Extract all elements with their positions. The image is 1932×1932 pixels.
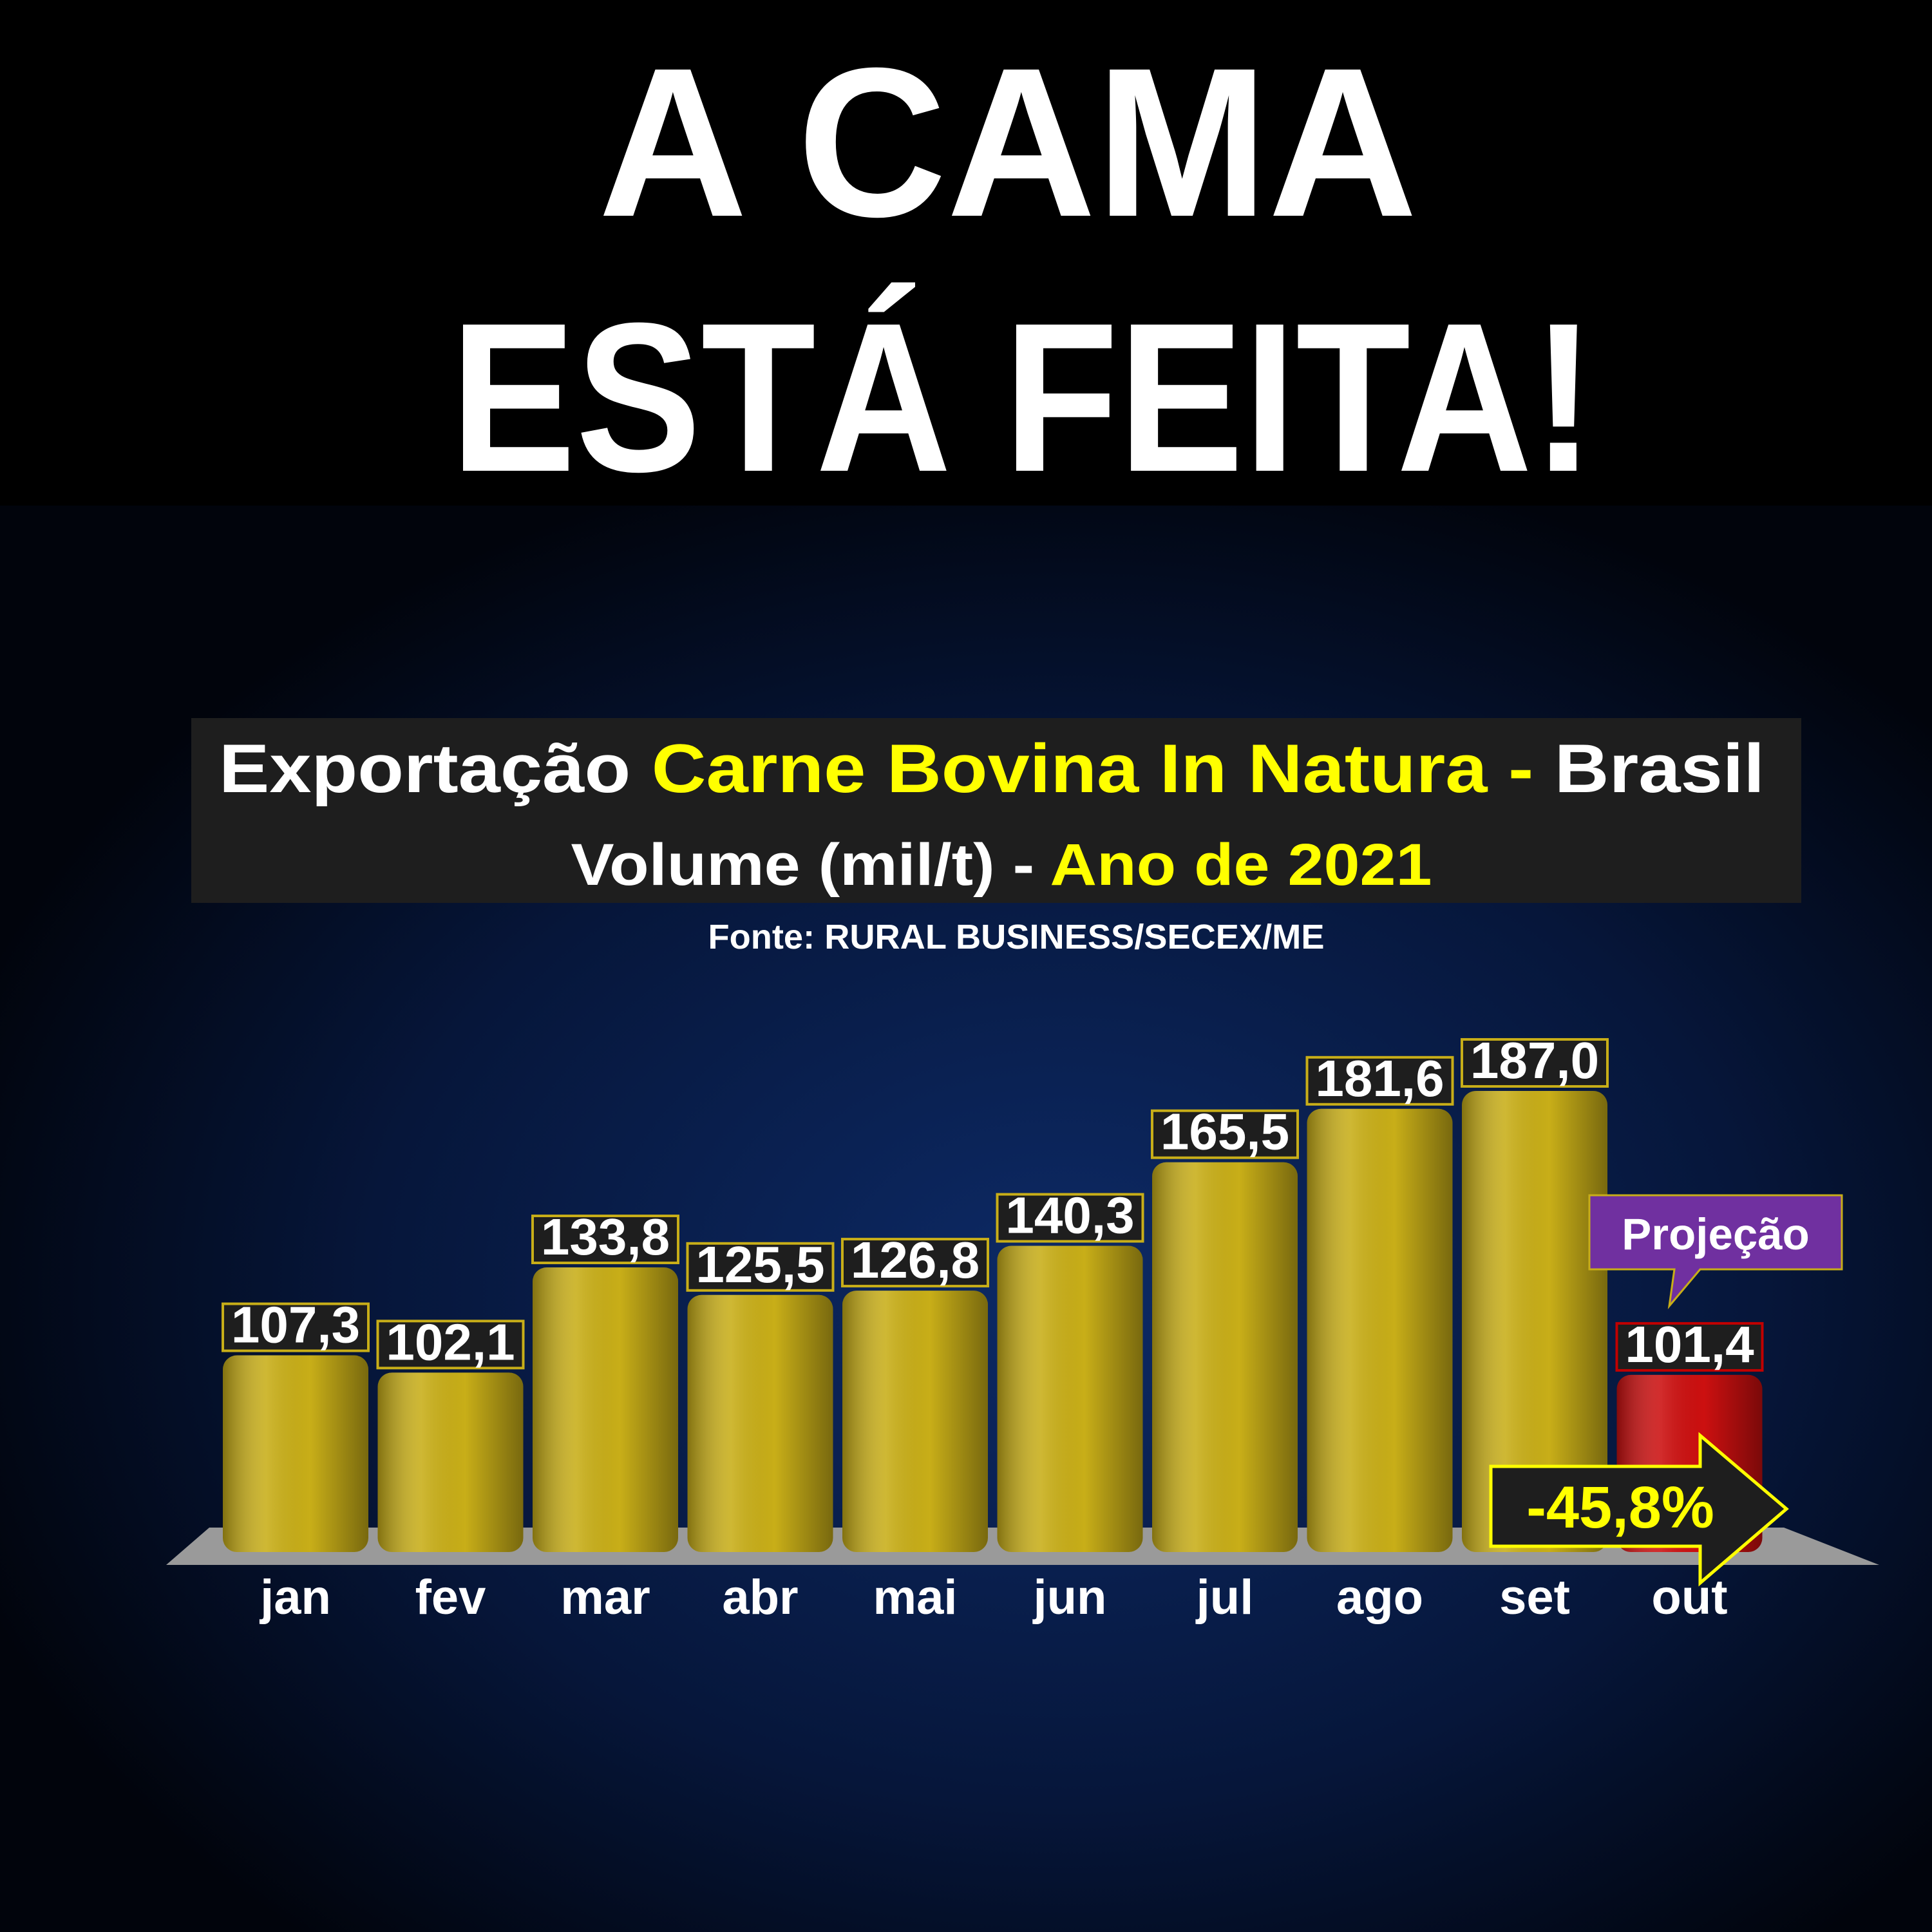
x-tick-label: jan [259,1570,331,1625]
x-tick-label: ago [1336,1570,1423,1625]
title-part: Carne Bovina In Natura - [652,730,1533,807]
value-label-box [1305,1056,1454,1106]
value-label-box [841,1238,989,1288]
value-label: 101,4 [1625,1316,1754,1373]
bar-shade [1152,1162,1298,1552]
value-label-box [1461,1037,1609,1088]
x-tick-label: mai [873,1570,958,1625]
title-part: Exportação [219,730,630,807]
bar-shade [997,1245,1143,1552]
value-label-box [996,1193,1144,1243]
value-label-box [222,1302,370,1352]
value-label: 181,6 [1315,1050,1444,1107]
value-label: 102,1 [386,1313,515,1370]
title-part: Brasil [1555,730,1765,807]
arrow [1489,1432,1789,1587]
x-tick-label: out [1651,1570,1727,1625]
headline: A CAMA [598,23,1417,261]
x-tick-label: abr [722,1570,798,1625]
bar-shade [377,1372,524,1552]
title-box [191,718,1801,903]
x-tick-label: jul [1195,1570,1254,1625]
bar-shade [223,1355,368,1552]
annotation: Projeção [1622,1209,1809,1259]
value-label-box [1615,1321,1764,1372]
bar-shade [1307,1108,1453,1552]
bar-shade [1462,1090,1607,1552]
x-tick-label: mar [560,1570,650,1625]
x-tick-label: jun [1032,1570,1107,1625]
headline: ESTÁ FEITA! [451,278,1595,516]
annotation: -45,8% [1526,1475,1714,1540]
x-tick-label: fev [415,1570,486,1625]
chart-subtitle: Volume (mil/t) - Ano de 2021 [571,832,1432,898]
value-label: 140,3 [1005,1187,1134,1244]
value-label-box [1151,1109,1299,1159]
subtitle-part: Ano de 2021 [1050,832,1432,898]
value-label-box [531,1215,679,1265]
value-label: 133,8 [541,1208,670,1265]
value-label-box [376,1320,525,1370]
value-label: 107,3 [231,1296,360,1354]
value-label: 165,5 [1160,1103,1289,1160]
value-label: 187,0 [1470,1032,1599,1089]
bar-shade [687,1294,833,1552]
bar-shade [842,1291,988,1552]
value-label: 125,5 [696,1236,824,1293]
x-tick-label: set [1499,1570,1570,1625]
bar-shade [533,1267,678,1552]
value-label: 126,8 [851,1231,980,1289]
subtitle-part: Volume (mil/t) - [571,832,1035,898]
callout [1588,1194,1843,1309]
source: Fonte: RURAL BUSINESS/SECEX/ME [708,918,1325,956]
chart-title: Exportação Carne Bovina In Natura - Bras… [219,730,1765,807]
value-label-box [686,1242,835,1292]
